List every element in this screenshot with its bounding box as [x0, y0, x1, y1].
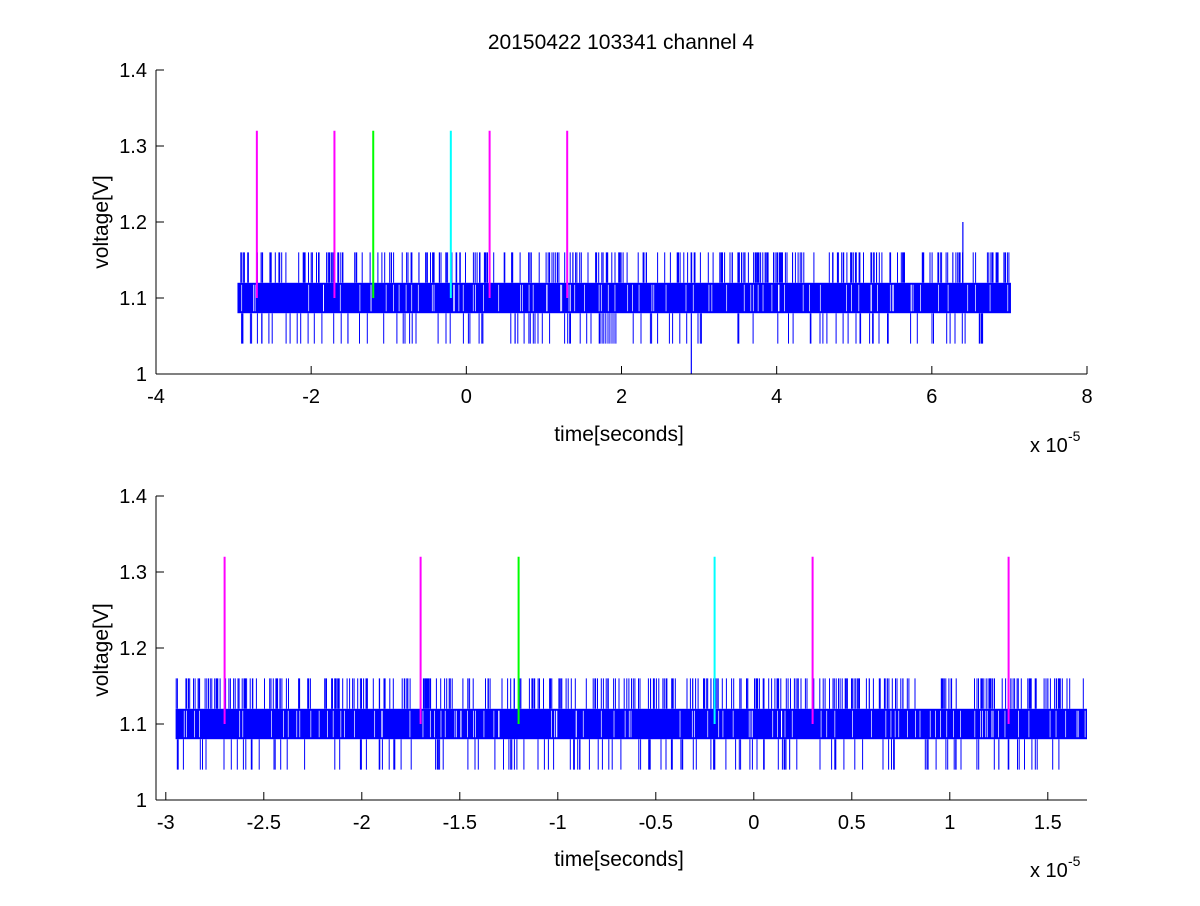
bottom-x-exponent: x 10 -5 [1030, 853, 1081, 882]
top-series-upper-excursions [240, 252, 1010, 283]
top-y-tick-label: 1.1 [119, 288, 147, 310]
bottom-x-tick-label: -1.5 [443, 812, 477, 834]
bottom-y-tick-label: 1.3 [119, 562, 147, 584]
bottom-markers [223, 556, 1010, 724]
top-x-tick-label: -2 [302, 386, 320, 408]
top-x-axis-label: time[seconds] [554, 423, 684, 446]
top-y-tick-label: 1 [136, 364, 147, 386]
bottom-y-tick-label: 1 [136, 790, 147, 812]
bottom-x-tick-label: 1.5 [1034, 812, 1062, 834]
bottom-y-tick-label: 1.2 [119, 638, 147, 660]
top-series-band [237, 282, 1011, 314]
top-x-tick-label: 8 [1081, 386, 1092, 408]
bottom-x-tick-label: -0.5 [639, 812, 673, 834]
top-y-tick-label: 1.3 [119, 136, 147, 158]
bottom-series-lower-excursions [176, 739, 1060, 770]
bottom-axes: -3 -2.5 -2 -1.5 -1 -0.5 0 0.5 1 1.511.11.21.31.4 … [90, 486, 1088, 882]
chart-title: 20150422 103341 channel 4 [488, 31, 755, 54]
top-y-tick-label: 1.4 [119, 60, 147, 82]
bottom-ticks: -3 -2.5 -2 -1.5 -1 -0.5 0 0.5 1 1.5 1 1.1 1.2 1.3 1.4 [119, 486, 1062, 834]
top-x-exponent-base: x 10 [1030, 435, 1068, 457]
top-x-tick-label: 6 [926, 386, 937, 408]
top-series-lower-excursions [241, 313, 984, 344]
top-x-exponent-power: -5 [1068, 428, 1081, 444]
top-ticks: -4 -2 0 2 4 6 8 1 1.1 1.2 1.3 1.4 [119, 60, 1092, 408]
bottom-plot-area [175, 678, 1088, 770]
top-plot-area [237, 222, 1011, 374]
bottom-x-tick-label: 0 [748, 812, 759, 834]
bottom-y-axis-label: voltage[V] [90, 603, 113, 696]
bottom-x-exponent-base: x 10 [1030, 860, 1068, 882]
top-markers [255, 130, 569, 298]
bottom-x-tick-label: 0.5 [838, 812, 866, 834]
top-x-tick-label: 2 [616, 386, 627, 408]
bottom-x-tick-label: -1 [549, 812, 567, 834]
top-y-tick-label: 1.2 [119, 212, 147, 234]
bottom-x-exponent-power: -5 [1068, 853, 1081, 869]
bottom-x-axis-label: time[seconds] [554, 848, 684, 871]
bottom-x-tick-label: 1 [944, 812, 955, 834]
top-x-tick-label: 0 [461, 386, 472, 408]
top-y-axis-label: voltage[V] [90, 175, 113, 268]
bottom-y-tick-label: 1.1 [119, 714, 147, 736]
top-x-exponent: x 10 -5 [1030, 428, 1081, 457]
bottom-x-tick-label: -2 [353, 812, 371, 834]
bottom-x-tick-label: -2.5 [247, 812, 281, 834]
top-x-tick-label: -4 [147, 386, 165, 408]
bottom-x-tick-label: -3 [157, 812, 175, 834]
top-x-tick-label: 4 [771, 386, 782, 408]
bottom-y-tick-label: 1.4 [119, 486, 147, 508]
top-axes: -4 -2 0 2 4 6 8 1 1.1 1.2 1.3 1.4 time[seconds] vol… [90, 60, 1093, 457]
